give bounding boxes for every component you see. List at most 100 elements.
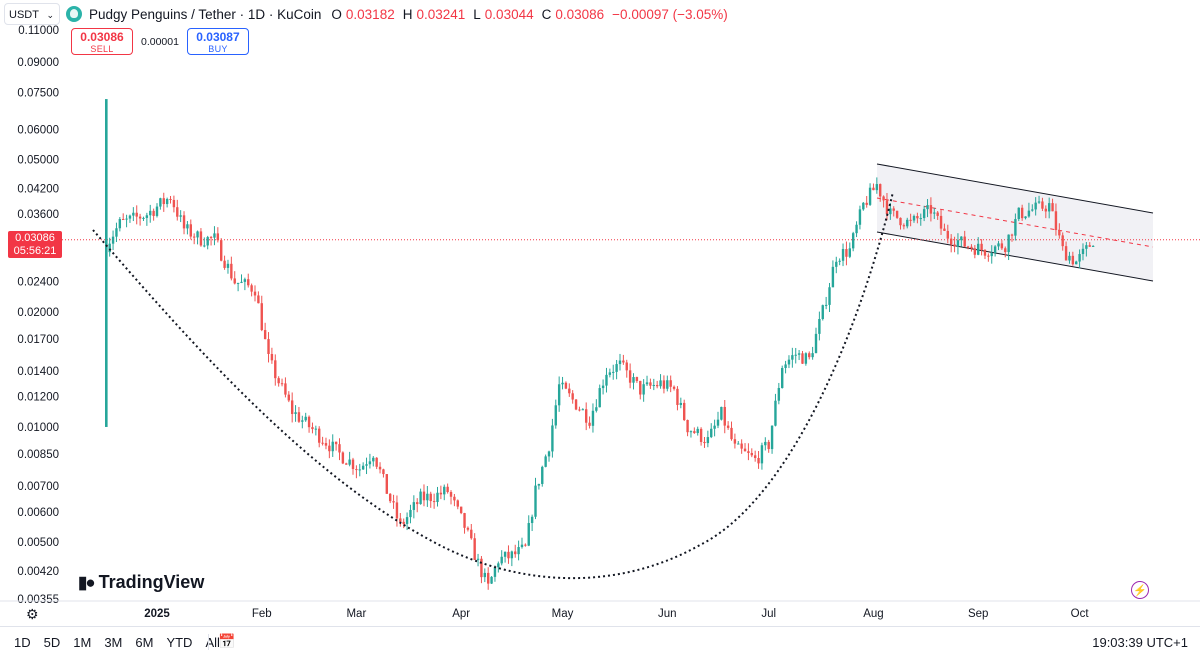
- range-button-5d[interactable]: 5D: [43, 635, 61, 650]
- candle-body: [1000, 243, 1004, 249]
- price-axis[interactable]: 0.11000 0.09000 0.07500 0.06000 0.05000 0.042…: [17, 25, 59, 606]
- candle-body: [926, 205, 929, 210]
- candle-body: [1054, 211, 1058, 231]
- low-label: L: [473, 6, 481, 22]
- candle-body: [632, 377, 635, 383]
- candle-body: [240, 281, 243, 283]
- candle-body: [581, 409, 585, 411]
- candle-body: [250, 285, 253, 292]
- candle-body: [392, 501, 395, 503]
- candle-body: [858, 209, 862, 225]
- range-button-1m[interactable]: 1M: [73, 635, 92, 650]
- candle-body: [912, 216, 916, 221]
- candle-body: [781, 368, 784, 388]
- price-tick-label: 0.03600: [17, 209, 59, 221]
- candle-body: [422, 491, 426, 501]
- calendar-icon[interactable]: 📅: [218, 633, 236, 649]
- buy-button[interactable]: 0.03087 BUY: [186, 28, 249, 55]
- bar-countdown: 05:56:21: [13, 244, 57, 257]
- candle-body: [730, 427, 733, 440]
- range-buttons: 1D 5D 1M 3M 6M YTD All: [14, 635, 220, 650]
- candle-body: [686, 420, 689, 433]
- candle-body: [206, 237, 209, 246]
- candle-body: [889, 208, 892, 215]
- candle-body: [635, 377, 639, 381]
- candle-body: [740, 443, 743, 449]
- candle-body: [557, 384, 561, 406]
- range-button-all[interactable]: All: [205, 635, 220, 650]
- candle-body: [895, 210, 899, 218]
- channel-mid-line[interactable]: [876, 197, 1154, 248]
- candle-body: [176, 207, 179, 217]
- sell-price: 0.03086: [80, 30, 124, 44]
- candle-body: [683, 402, 686, 421]
- currency-select[interactable]: USDT ⌄: [4, 3, 60, 25]
- candle-body: [463, 513, 466, 528]
- range-button-3m[interactable]: 3M: [104, 635, 123, 650]
- range-button-6m[interactable]: 6M: [135, 635, 154, 650]
- candle-body: [1058, 230, 1061, 236]
- candle-body: [223, 260, 226, 268]
- candle-body: [307, 416, 311, 428]
- candle-body: [605, 374, 608, 386]
- range-button-ytd[interactable]: YTD: [166, 635, 193, 650]
- candle-body: [115, 228, 118, 237]
- sell-label: SELL: [90, 44, 114, 54]
- candle-body: [774, 400, 777, 426]
- trade-panel: 0.03086 SELL 0.00001 0.03087 BUY: [71, 28, 249, 55]
- candle-body: [1004, 248, 1007, 253]
- range-button-1d[interactable]: 1D: [14, 635, 31, 650]
- symbol-title[interactable]: Pudgy Penguins / Tether · 1D · KuCoin: [89, 6, 322, 22]
- candle-body: [260, 303, 263, 331]
- candle-body: [696, 428, 699, 434]
- price-tick-label: 0.00420: [17, 566, 59, 578]
- candle-body: [750, 452, 753, 456]
- candle-body: [868, 187, 872, 205]
- time-axis[interactable]: 2025 Feb Mar Apr May Jun Jul Aug Sep Oct: [0, 600, 1200, 620]
- price-chart[interactable]: 0.11000 0.09000 0.07500 0.06000 0.05000 0.042…: [0, 0, 1200, 626]
- candle-body: [331, 441, 334, 452]
- candle-body: [220, 240, 223, 261]
- candle-body: [794, 354, 797, 356]
- last-price-value: 0.03086: [15, 231, 55, 244]
- candle-body: [1064, 246, 1068, 261]
- channel-top-line[interactable]: [876, 163, 1154, 214]
- candle-body: [824, 304, 828, 306]
- candle-body: [760, 445, 764, 464]
- candle-body: [892, 208, 895, 211]
- price-tick-label: 0.02000: [17, 307, 59, 319]
- candle-body: [568, 388, 571, 394]
- candle-body: [1075, 261, 1078, 265]
- candle-body: [105, 99, 108, 427]
- candle-body: [230, 263, 233, 279]
- time-tick-label: Oct: [1071, 608, 1090, 620]
- candle-body: [361, 465, 365, 470]
- candle-body: [500, 556, 503, 564]
- price-tick-label: 0.05000: [17, 155, 59, 167]
- candle-body: [169, 198, 172, 200]
- price-tick-label: 0.06000: [17, 124, 59, 136]
- sell-button[interactable]: 0.03086 SELL: [71, 28, 133, 55]
- candle-body: [108, 243, 111, 253]
- candle-body: [311, 427, 314, 430]
- candles-group: [105, 99, 1095, 590]
- candle-body: [899, 217, 902, 226]
- candle-body: [828, 287, 831, 305]
- candle-body: [111, 236, 115, 244]
- candle-body: [192, 236, 196, 238]
- gear-icon[interactable]: ⚙: [26, 606, 39, 622]
- candle-body: [919, 218, 922, 220]
- cup-curve-drawing[interactable]: [92, 191, 894, 580]
- candle-body: [561, 382, 564, 385]
- candle-body: [1071, 255, 1075, 265]
- candle-body: [385, 474, 389, 494]
- lightning-icon[interactable]: ⚡: [1131, 581, 1149, 599]
- candle-body: [149, 210, 152, 216]
- candle-body: [135, 212, 138, 217]
- candle-body: [446, 486, 449, 493]
- candle-body: [534, 485, 537, 517]
- utc-clock[interactable]: 19:03:39 UTC+1: [1092, 635, 1188, 650]
- candle-body: [595, 407, 598, 411]
- candle-body: [365, 464, 368, 466]
- candle-body: [841, 249, 845, 261]
